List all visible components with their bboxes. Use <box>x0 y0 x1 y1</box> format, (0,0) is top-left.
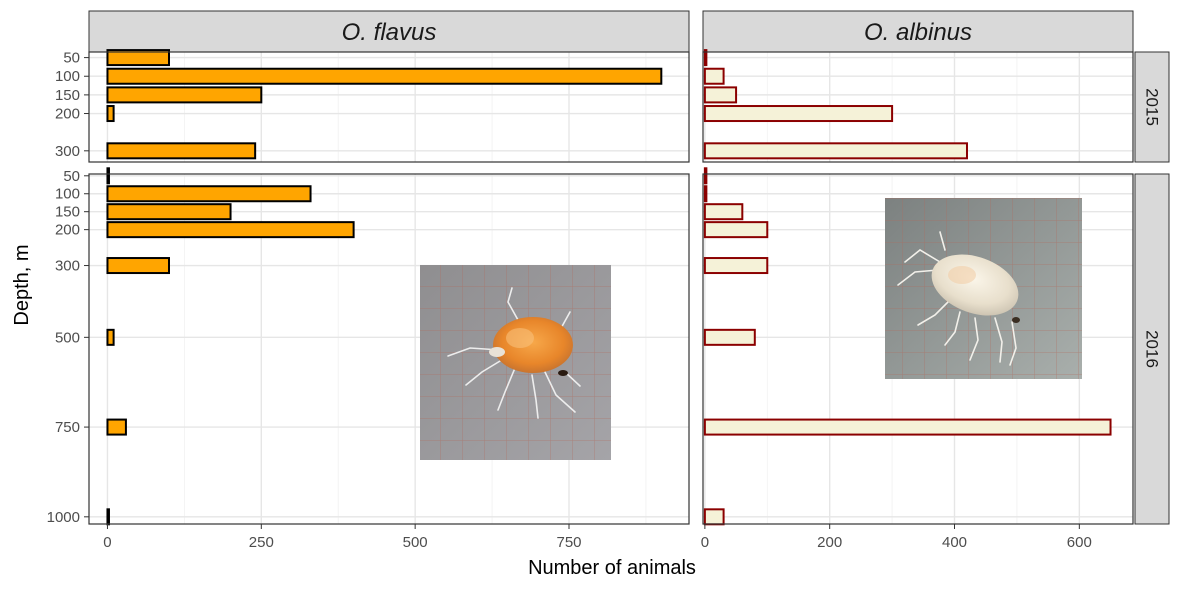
x-tick-label: 0 <box>701 534 709 551</box>
row-strip-2015: 2015 <box>1134 51 1170 163</box>
bar <box>106 167 110 185</box>
bar <box>703 418 1112 436</box>
x-axis-title: Number of animals <box>528 557 696 579</box>
y-axis-title: Depth, m <box>11 244 33 325</box>
bar <box>106 328 115 346</box>
bar <box>703 142 968 160</box>
x-tick-label: 200 <box>817 534 842 551</box>
y-tick-label: 200 <box>55 106 80 123</box>
bar <box>703 185 708 203</box>
column-strip-albinus: O. albinus <box>702 10 1134 53</box>
x-tick-label: 0 <box>103 534 111 551</box>
bar <box>106 67 663 85</box>
column-strip-label: O. albinus <box>864 19 972 46</box>
bar <box>106 418 127 436</box>
panel-border <box>702 51 1134 163</box>
bar <box>703 86 738 104</box>
y-tick-label: 300 <box>55 143 80 160</box>
panel-flavus-2015 <box>88 49 690 163</box>
y-tick-label: 1000 <box>47 509 80 526</box>
column-strip-flavus: O. flavus <box>88 10 690 53</box>
panel-albinus-2015 <box>702 49 1134 163</box>
bar <box>106 86 263 104</box>
y-tick-label: 300 <box>55 258 80 275</box>
bar <box>703 67 725 85</box>
x-tick-label: 750 <box>556 534 581 551</box>
y-tick-label: 100 <box>55 186 80 203</box>
bar <box>703 257 769 275</box>
y-tick-label: 50 <box>63 168 80 185</box>
y-tick-label: 150 <box>55 87 80 104</box>
y-tick-label: 200 <box>55 222 80 239</box>
bar <box>703 167 708 185</box>
bar <box>703 49 708 67</box>
column-strip-label: O. flavus <box>342 19 437 46</box>
x-tick-label: 600 <box>1067 534 1092 551</box>
bar <box>703 508 725 526</box>
bar <box>106 508 110 526</box>
bar <box>106 142 257 160</box>
bar <box>106 257 170 275</box>
x-tick-label: 400 <box>942 534 967 551</box>
y-tick-label: 50 <box>63 50 80 67</box>
panel-border <box>88 51 690 163</box>
white-amphipod-photo <box>885 198 1082 379</box>
x-tick-label: 250 <box>249 534 274 551</box>
panel-border <box>702 173 1134 525</box>
row-strip-label: 2016 <box>1143 330 1162 368</box>
row-strip-2016: 2016 <box>1134 173 1170 525</box>
bar <box>106 49 170 67</box>
orange-amphipod-photo <box>420 265 611 460</box>
bar <box>703 105 894 123</box>
bar <box>106 185 312 203</box>
y-tick-label: 100 <box>55 68 80 85</box>
panel-border <box>88 173 690 525</box>
bar <box>703 203 744 221</box>
bar <box>703 221 769 239</box>
bar <box>106 203 232 221</box>
y-tick-label: 750 <box>55 419 80 436</box>
y-tick-label: 500 <box>55 329 80 346</box>
bar <box>106 221 355 239</box>
bar <box>703 328 756 346</box>
y-tick-label: 150 <box>55 204 80 221</box>
x-axis-ticks: 0 250 500 750 0 200 400 600 <box>103 524 1092 551</box>
bar <box>106 105 115 123</box>
row-strip-label: 2015 <box>1143 88 1162 126</box>
x-tick-label: 500 <box>403 534 428 551</box>
